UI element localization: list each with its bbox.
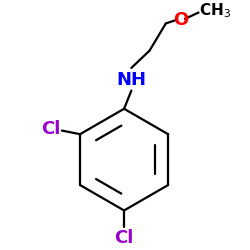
- Text: Cl: Cl: [114, 228, 134, 246]
- Text: NH: NH: [116, 71, 146, 89]
- Text: Cl: Cl: [41, 120, 60, 138]
- Text: O: O: [173, 11, 188, 29]
- Text: CH$_3$: CH$_3$: [200, 1, 232, 20]
